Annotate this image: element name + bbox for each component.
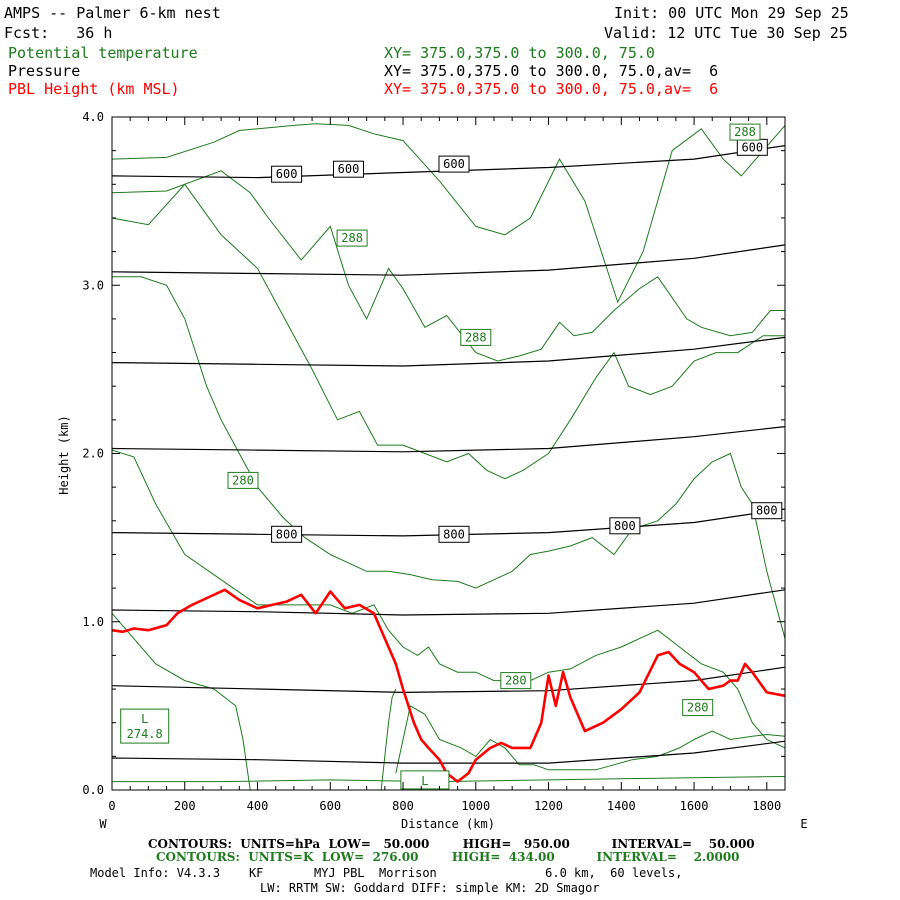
footer-theta-contours: CONTOURS: UNITS=K LOW= 276.00 HIGH= 434.… [156,850,740,864]
pressure-label-800: 800 [438,525,470,543]
svg-text:800: 800 [614,519,636,533]
field-pbl-name: PBL Height (km MSL) [8,80,180,98]
theta-contour-7 [395,705,786,774]
pressure-contour-750 [111,426,786,453]
svg-text:800: 800 [443,527,465,541]
x-tick-label: 200 [174,799,196,813]
pressure-contours [111,145,786,764]
footer-pressure-contours: CONTOURS: UNITS=hPa LOW= 50.000 HIGH= 95… [148,837,755,851]
footer-physics-info: LW: RRTM SW: Goddard DIFF: simple KM: 2D… [260,881,600,895]
field-theta-xy: XY= 375.0,375.0 to 300.0, 75.0 [384,44,655,62]
field-pbl-xy: XY= 375.0,375.0 to 300.0, 75.0,av= 6 [384,80,719,98]
y-tick-label: 0.0 [82,783,104,797]
y-tick-label: 2.0 [82,447,104,461]
theta-label-280: 280 [682,699,714,717]
svg-text:288: 288 [465,330,487,344]
svg-text:800: 800 [756,504,778,518]
pbl-height-series [111,588,786,783]
pressure-label-800: 800 [271,525,303,543]
svg-text:L: L [141,712,148,726]
svg-text:600: 600 [443,157,465,171]
theta-contours [111,123,786,791]
pressure-label-800: 800 [609,517,641,535]
pressure-label-800: 800 [751,502,783,520]
svg-text:600: 600 [741,140,763,154]
svg-text:L: L [421,774,428,788]
y-tick-label: 1.0 [82,615,104,629]
pressure-contour-900 [111,666,786,694]
svg-text:288: 288 [734,125,756,139]
chart-title: AMPS -- Palmer 6-km nest [4,4,221,22]
pressure-label-600: 600 [736,138,768,156]
x-axis-label: Distance (km) [401,817,495,831]
init-time: Init: 00 UTC Mon 29 Sep 25 [614,4,849,22]
theta-contour-0 [111,123,786,304]
theta-label-280: 280 [500,672,532,690]
pressure-contour-600 [111,145,786,179]
low-marker-1: L [400,770,450,790]
theta-contour-2 [111,183,785,480]
field-pressure-name: Pressure [8,62,81,80]
svg-text:280: 280 [505,674,527,688]
svg-text:280: 280 [687,701,709,715]
theta-label-280: 280 [227,471,259,489]
x-tick-label: 1600 [680,799,709,813]
pressure-label-600: 600 [271,165,303,183]
theta-contour-1 [111,170,785,362]
theta-contour-5 [111,612,251,791]
field-theta-name: Potential temperature [8,44,198,62]
svg-text:800: 800 [276,527,298,541]
east-label: E [800,817,807,831]
svg-text:280: 280 [232,473,254,487]
svg-text:600: 600 [276,167,298,181]
pressure-label-600: 600 [333,160,364,178]
theta-contour-6 [380,688,397,791]
pressure-label-600: 600 [438,155,470,173]
y-tick-label: 3.0 [82,278,104,292]
x-tick-label: 400 [247,799,269,813]
theta-label-288: 288 [460,328,492,346]
x-tick-label: 1000 [461,799,490,813]
y-axis-label: Height (km) [57,415,71,494]
forecast-hour: Fcst: 36 h [4,24,113,42]
svg-text:288: 288 [341,231,363,245]
theta-label-288: 288 [336,229,368,247]
footer-model-info: Model Info: V4.3.3 KF MYJ PBL Morrison 6… [90,866,683,880]
west-label: W [99,817,107,831]
contour-labels: 600 600 600 600 800 800 800 800 288 288 288 280 280 2… [120,123,783,790]
theta-label-288: 288 [729,123,761,141]
x-tick-label: 600 [319,799,341,813]
svg-text:600: 600 [338,162,360,176]
x-tick-label: 1800 [752,799,781,813]
x-tick-label: 1400 [607,799,636,813]
svg-text:274.8: 274.8 [127,727,163,741]
pbl-height-line [111,588,786,783]
y-tick-label: 4.0 [82,110,104,124]
valid-time: Valid: 12 UTC Tue 30 Sep 25 [604,24,848,42]
pressure-contour-700 [111,336,786,367]
axes: 0 200 400 600 800 1000 1200 1400 1600 1800 0.0 1.0 2… [82,110,785,813]
pressure-contour-850 [111,589,786,616]
field-pressure-xy: XY= 375.0,375.0 to 300.0, 75.0,av= 6 [384,62,719,80]
x-tick-label: 0 [108,799,115,813]
x-tick-label: 1200 [534,799,563,813]
x-tick-label: 800 [392,799,414,813]
pressure-contour-950 [111,740,786,764]
pressure-contour-650 [111,244,786,276]
theta-contour-3 [112,276,786,639]
pressure-contour-800 [111,508,786,537]
